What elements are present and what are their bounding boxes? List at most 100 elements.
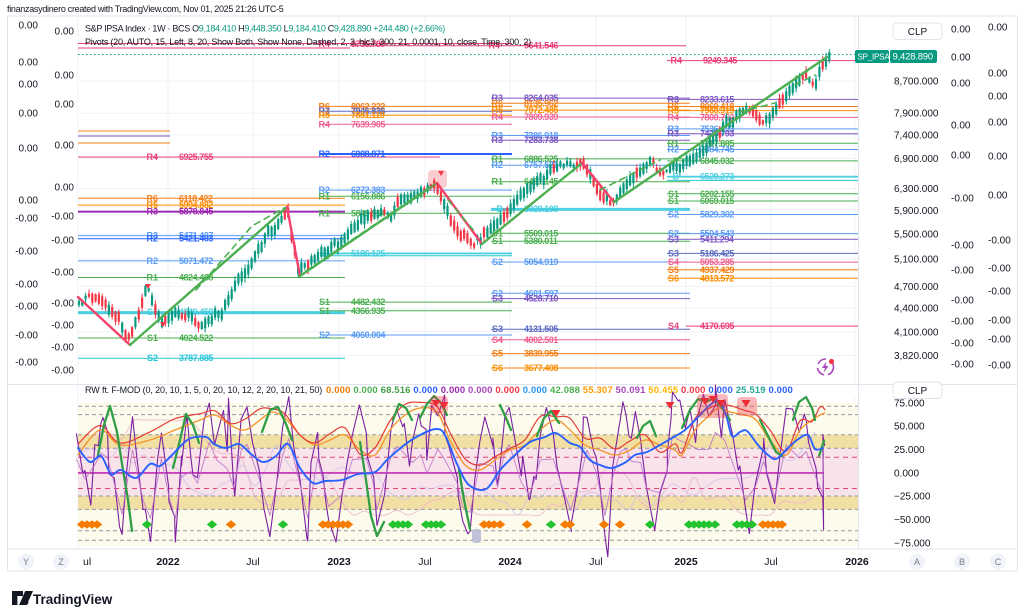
svg-text:9,428.890: 9,428.890	[893, 52, 933, 63]
svg-text:S1: S1	[668, 196, 679, 206]
svg-text:7283.738: 7283.738	[524, 135, 558, 145]
svg-text:-0.00: -0.00	[951, 194, 974, 205]
svg-text:4349.458: 4349.458	[179, 307, 213, 317]
svg-text:5,500.000: 5,500.000	[894, 229, 939, 240]
svg-text:R1: R1	[491, 177, 503, 187]
svg-text:Jul: Jul	[246, 556, 259, 568]
svg-text:R6: R6	[318, 101, 330, 111]
svg-text:4813.572: 4813.572	[700, 273, 734, 283]
svg-text:R3: R3	[146, 231, 158, 241]
svg-text:−25.000: −25.000	[894, 492, 931, 503]
svg-text:Pivots (20, AUTO, 15, Left, 8,: Pivots (20, AUTO, 15, Left, 8, 20, Show …	[85, 37, 531, 47]
svg-text:S3: S3	[492, 294, 503, 304]
svg-text:4482.432: 4482.432	[351, 297, 385, 307]
svg-text:4824.488: 4824.488	[179, 273, 213, 283]
svg-text:9736.780: 9736.780	[351, 39, 385, 49]
svg-text:5421.403: 5421.403	[179, 234, 213, 244]
svg-text:Jul: Jul	[589, 556, 602, 568]
svg-text:B: B	[959, 557, 965, 567]
svg-text:-0.00: -0.00	[51, 212, 74, 223]
svg-text:8264.035: 8264.035	[524, 93, 558, 103]
svg-text:7,400.000: 7,400.000	[894, 130, 939, 141]
svg-text:-0.00: -0.00	[988, 361, 1011, 372]
svg-text:0.00: 0.00	[19, 196, 39, 207]
svg-text:S6: S6	[492, 363, 503, 373]
svg-text:6757.521: 6757.521	[524, 160, 558, 170]
svg-text:2026: 2026	[845, 556, 869, 568]
svg-text:0.00: 0.00	[988, 152, 1008, 163]
svg-text:0.00: 0.00	[55, 27, 75, 38]
svg-text:4,400.000: 4,400.000	[894, 304, 939, 315]
svg-text:S3: S3	[668, 248, 679, 258]
svg-text:7084.745: 7084.745	[700, 145, 734, 155]
svg-text:0.00: 0.00	[951, 79, 971, 90]
svg-text:8060.418: 8060.418	[700, 102, 734, 112]
svg-text:7809.939: 7809.939	[524, 112, 558, 122]
svg-text:CLP: CLP	[908, 386, 928, 397]
svg-text:R3: R3	[491, 135, 503, 145]
svg-text:8062.222: 8062.222	[351, 101, 385, 111]
svg-text:RW ft. F-MOD (0, 20, 10, 1, 5,: RW ft. F-MOD (0, 20, 10, 1, 5, 0, 20, 10…	[85, 385, 322, 395]
svg-text:6886.525: 6886.525	[524, 154, 558, 164]
svg-text:0.00: 0.00	[988, 118, 1008, 129]
svg-text:-0.00: -0.00	[951, 339, 974, 350]
svg-text:R3: R3	[667, 129, 679, 139]
svg-text:3,820.000: 3,820.000	[894, 351, 939, 362]
svg-text:-0.00: -0.00	[15, 331, 38, 342]
svg-text:R3: R3	[667, 94, 679, 104]
svg-text:-0.00: -0.00	[15, 280, 38, 291]
svg-text:-0.00: -0.00	[951, 360, 974, 371]
svg-text:0.00: 0.00	[988, 69, 1008, 80]
svg-text:S1: S1	[147, 333, 158, 343]
svg-text:0.00: 0.00	[988, 23, 1008, 34]
svg-text:S4: S4	[668, 321, 679, 331]
svg-text:R2: R2	[667, 145, 679, 155]
svg-text:R6: R6	[667, 102, 679, 112]
svg-text:R1: R1	[146, 273, 158, 283]
svg-text:0.00: 0.00	[55, 141, 75, 152]
svg-text:S&P IPSA Index · 1W · BCS O9,1: S&P IPSA Index · 1W · BCS O9,184.410 H9,…	[85, 24, 445, 34]
svg-text:0.00: 0.00	[19, 80, 39, 91]
svg-text:4060.004: 4060.004	[351, 330, 385, 340]
svg-text:C: C	[995, 557, 1002, 567]
svg-text:6,300.000: 6,300.000	[894, 184, 939, 195]
svg-text:5186.425: 5186.425	[700, 248, 734, 258]
svg-text:Jul: Jul	[418, 556, 431, 568]
svg-text:S6: S6	[668, 273, 679, 283]
svg-text:R1: R1	[491, 154, 503, 164]
svg-text:5878.845: 5878.845	[179, 207, 213, 217]
svg-text:R6: R6	[491, 98, 503, 108]
svg-text:S2: S2	[492, 257, 503, 267]
svg-text:6988.871: 6988.871	[351, 149, 385, 159]
svg-text:5504.543: 5504.543	[700, 229, 734, 239]
svg-text:R1: R1	[667, 138, 679, 148]
svg-text:0.00: 0.00	[19, 21, 39, 32]
svg-text:R2: R2	[318, 185, 330, 195]
svg-text:S1: S1	[492, 228, 503, 238]
svg-text:7217.885: 7217.885	[700, 138, 734, 148]
svg-text:A: A	[914, 557, 920, 567]
svg-text:B: B	[497, 204, 504, 214]
svg-text:Jul: Jul	[764, 556, 777, 568]
svg-text:-0.00: -0.00	[951, 317, 974, 328]
svg-text:5380.011: 5380.011	[524, 236, 558, 246]
svg-text:S1: S1	[319, 297, 330, 307]
svg-text:R5: R5	[491, 105, 503, 115]
svg-text:7536.193: 7536.193	[700, 124, 734, 134]
svg-text:6529.273: 6529.273	[700, 172, 734, 182]
svg-text:5071.472: 5071.472	[179, 256, 213, 266]
svg-text:R5: R5	[667, 106, 679, 116]
svg-text:3787.885: 3787.885	[179, 353, 213, 363]
svg-text:S5: S5	[668, 265, 679, 275]
svg-text:0.000 0.000 68.516 0.000 0.000: 0.000 0.000 68.516 0.000 0.000 0.000 0.0…	[326, 385, 793, 396]
svg-text:5,100.000: 5,100.000	[894, 255, 939, 266]
svg-text:-0.00: -0.00	[15, 302, 38, 313]
svg-text:4170.695: 4170.695	[700, 321, 734, 331]
svg-text:0.00: 0.00	[19, 58, 39, 69]
svg-text:R1: R1	[318, 208, 330, 218]
svg-text:7,900.000: 7,900.000	[894, 109, 939, 120]
svg-text:R4: R4	[667, 112, 679, 122]
svg-text:-0.00: -0.00	[15, 247, 38, 258]
svg-text:5054.919: 5054.919	[524, 257, 558, 267]
svg-text:S2: S2	[668, 229, 679, 239]
